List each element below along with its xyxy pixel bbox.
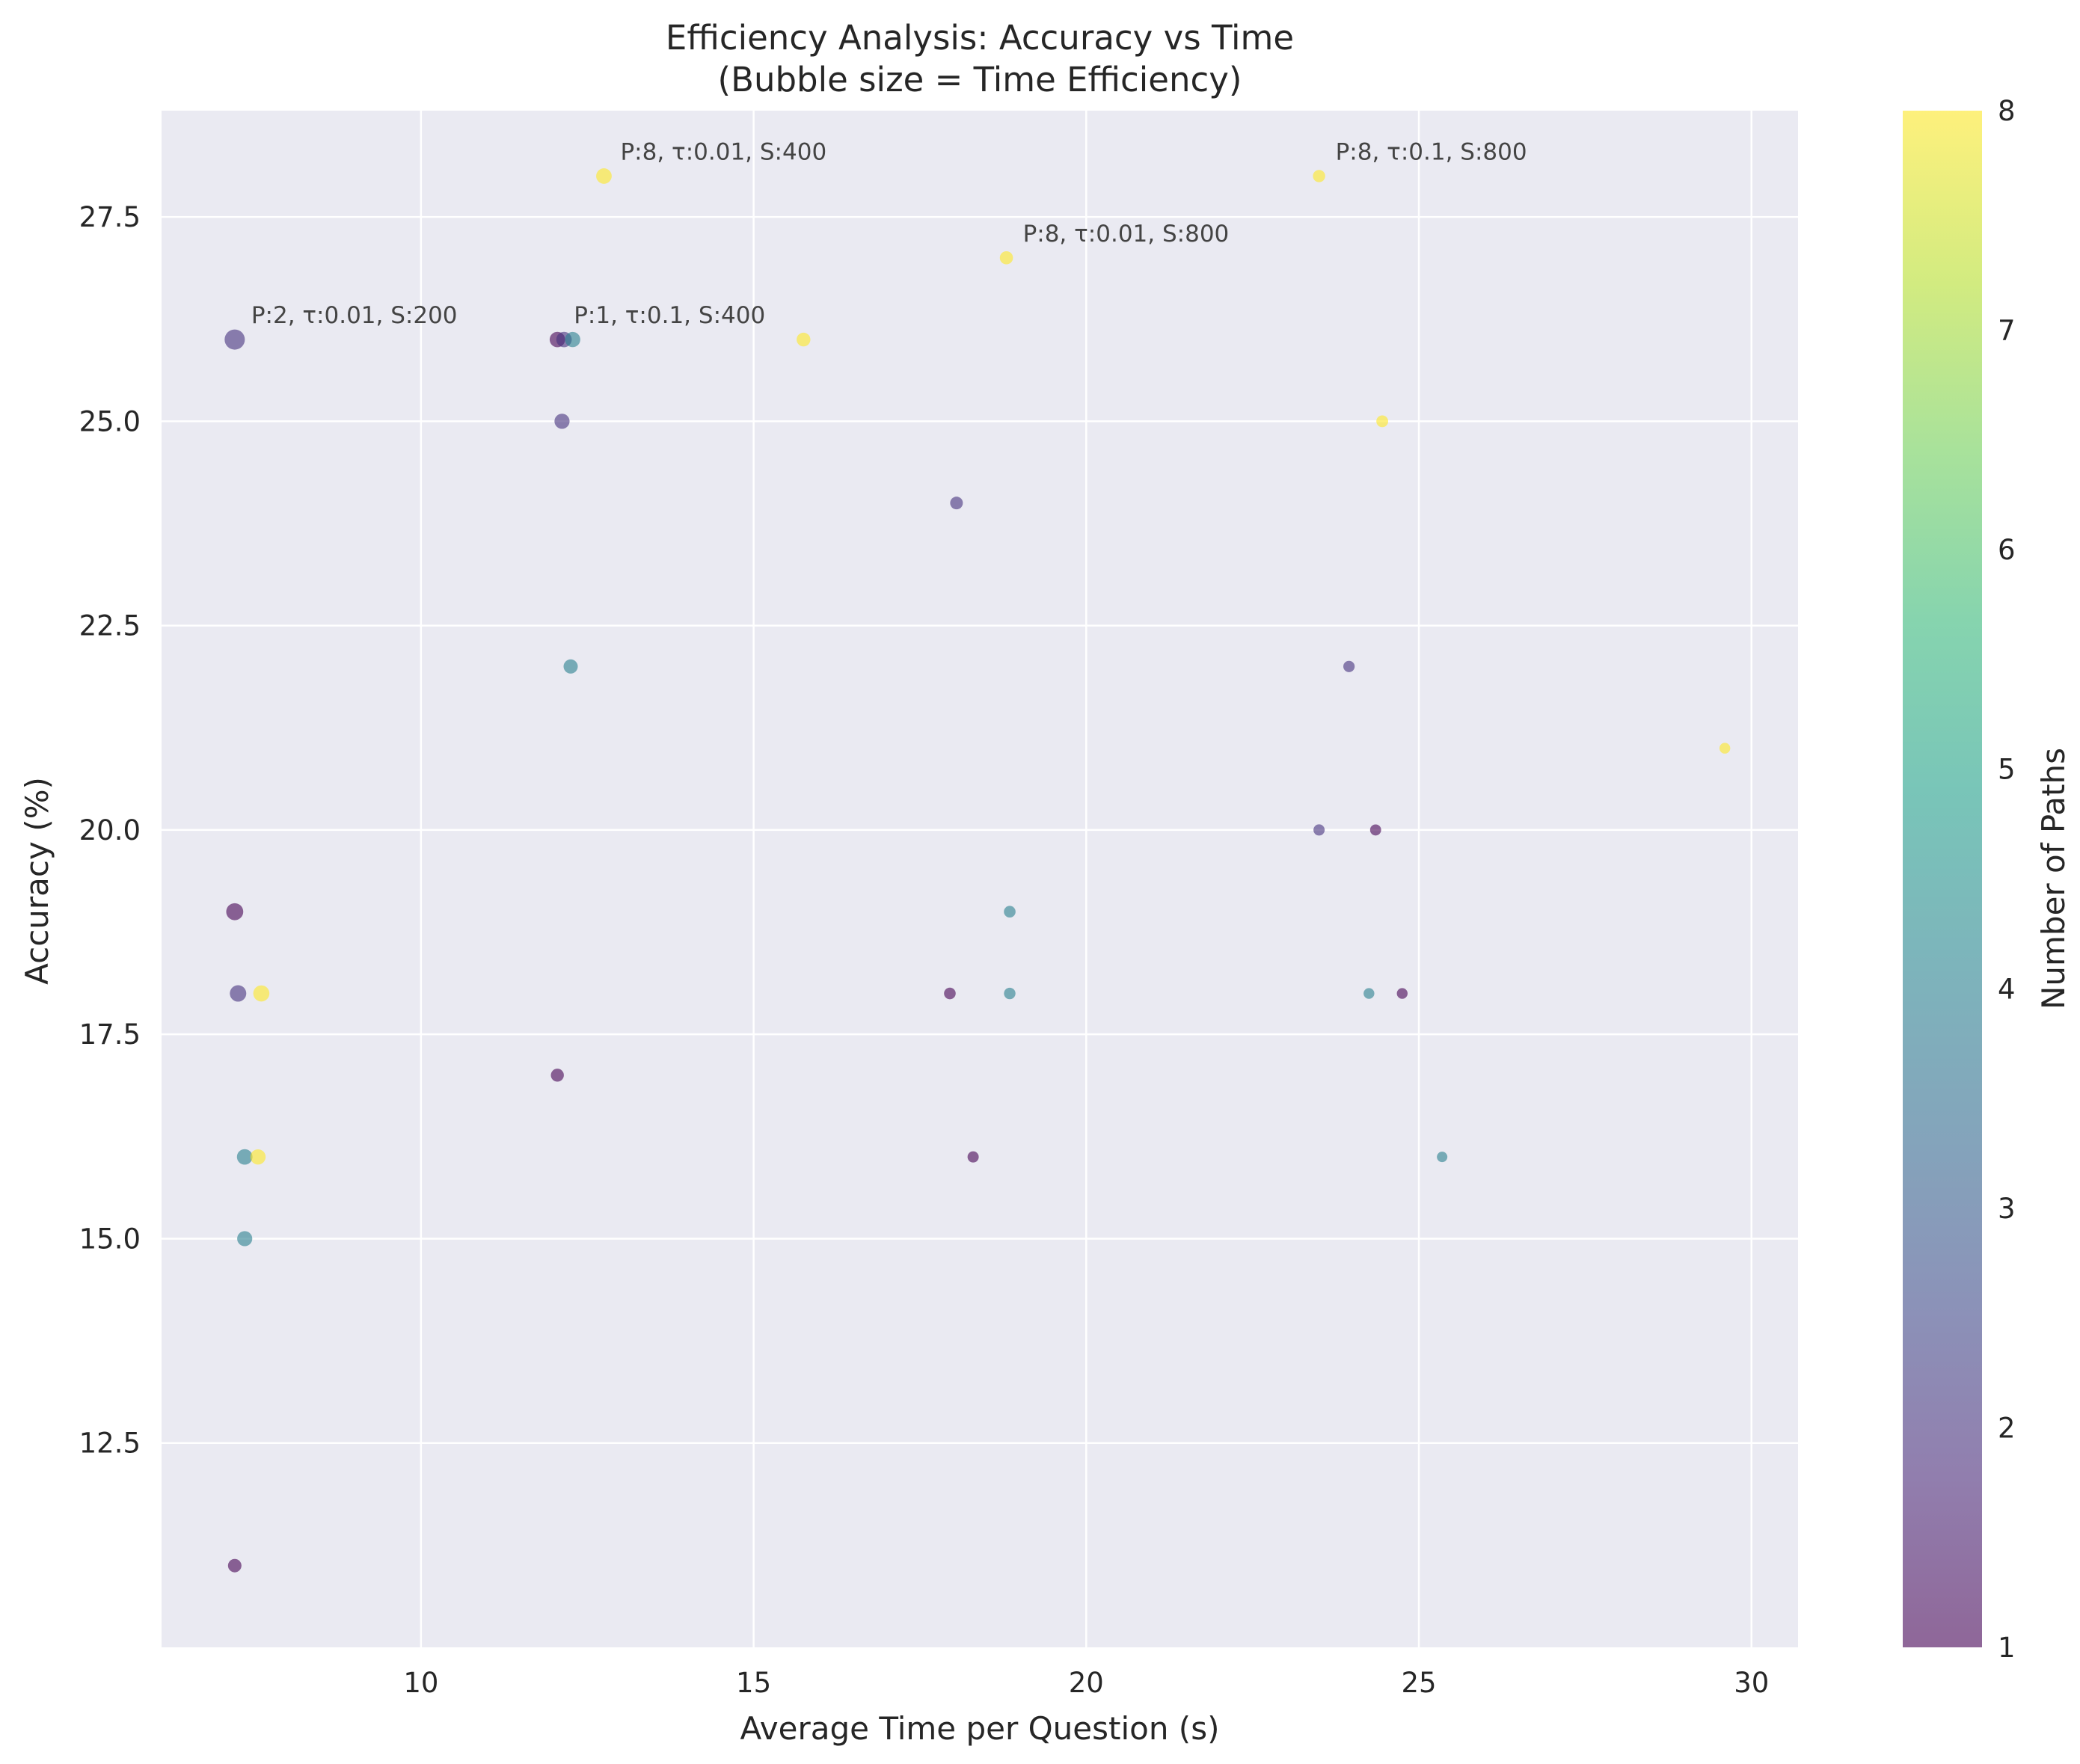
colorbar-tick-label: 8 [1998,95,2016,127]
data-point [999,251,1013,265]
data-point [967,1151,979,1163]
y-axis-ticks: 12.5 15.0 17.5 20.0 22.5 25.0 27.5 [79,201,141,1460]
colorbar-tick-label: 2 [1998,1412,2016,1444]
data-point [1376,415,1389,428]
data-point [250,1149,266,1165]
x-axis-ticks: 10 15 20 25 30 [403,1667,1769,1699]
colorbar-tick-label: 3 [1998,1193,2016,1225]
colorbar-label: Number of Paths [2035,748,2072,1009]
y-tick-label: 17.5 [79,1018,141,1051]
y-tick-label: 15.0 [79,1223,141,1255]
x-tick-label: 15 [736,1667,771,1699]
point-annotation: P:8, τ:0.1, S:800 [1336,138,1527,165]
data-point [1004,906,1016,918]
data-point [1396,988,1408,999]
data-point [1004,987,1016,1000]
colorbar-ticks: 1 2 3 4 5 6 7 8 [1998,95,2016,1664]
colorbar-tick-label: 7 [1998,315,2016,347]
data-points [224,168,1731,1573]
plot-area [162,111,1798,1647]
point-annotation: P:8, τ:0.01, S:800 [1023,221,1230,248]
colorbar-tick-label: 5 [1998,754,2016,786]
data-point [565,331,580,348]
colorbar [1903,111,1982,1647]
data-point [563,659,578,674]
data-point [253,985,270,1002]
colorbar-tick-label: 4 [1998,973,2016,1005]
data-point [797,332,811,347]
x-tick-label: 30 [1734,1667,1769,1699]
data-point [944,987,956,1000]
x-tick-label: 20 [1069,1667,1104,1699]
x-tick-label: 10 [403,1667,438,1699]
data-point [950,497,963,510]
y-tick-label: 27.5 [79,201,141,233]
y-axis-label: Accuracy (%) [19,777,55,985]
point-annotation: P:1, τ:0.1, S:400 [574,302,765,329]
y-tick-label: 20.0 [79,814,141,846]
y-tick-label: 25.0 [79,405,141,437]
data-point [230,985,247,1002]
x-tick-label: 25 [1401,1667,1436,1699]
annotations: P:2, τ:0.01, S:200 P:8, τ:0.01, S:400 P:1,… [251,138,1527,329]
grid [162,111,1798,1647]
chart-title: Efficiency Analysis: Accuracy vs Time [666,18,1294,58]
data-point [550,1069,564,1082]
chart-subtitle: (Bubble size = Time Efficiency) [718,60,1242,99]
data-point [224,329,245,350]
data-point [1369,824,1381,836]
data-point [1437,1152,1448,1163]
data-point [1313,824,1325,836]
data-point [1363,988,1375,999]
point-annotation: P:8, τ:0.01, S:400 [620,138,826,165]
data-point [1313,170,1325,182]
data-point [1343,660,1355,672]
data-point [596,168,612,184]
y-tick-label: 12.5 [79,1428,141,1460]
colorbar-tick-label: 1 [1998,1632,2016,1664]
data-point [236,1149,253,1165]
point-annotation: P:2, τ:0.01, S:200 [251,302,458,329]
y-tick-label: 22.5 [79,610,141,642]
colorbar-tick-label: 6 [1998,534,2016,566]
data-point [1719,743,1731,754]
data-point [227,1558,242,1573]
data-point [237,1231,253,1247]
x-axis-label: Average Time per Question (s) [740,1710,1220,1747]
data-point [554,414,570,429]
data-point [226,903,244,921]
